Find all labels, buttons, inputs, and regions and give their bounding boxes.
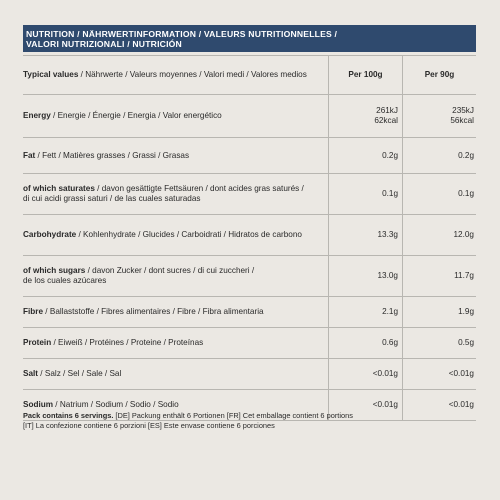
table-row: Carbohydrate / Kohlenhydrate / Glucides …	[23, 215, 476, 256]
nutrient-translations: / Natrium / Sodium / Sodio / Sodio	[53, 400, 179, 409]
table-row: Energy / Energie / Énergie / Energia / V…	[23, 95, 476, 138]
value-per-100g: <0.01g	[328, 359, 402, 389]
nutrient-name: Salt	[23, 369, 39, 378]
per-100g-header: Per 100g	[328, 56, 402, 94]
nutrient-name: Sodium	[23, 400, 54, 409]
nutrient-name: Fat	[23, 150, 36, 160]
table-row: Sodium / Natrium / Sodium / Sodio / Sodi…	[23, 390, 476, 421]
table-row: Salt / Salz / Sel / Sale / Sal <0.01g <0…	[23, 359, 476, 390]
value-per-90g-kj: 235kJ	[452, 106, 474, 115]
table-row: Fat / Fett / Matières grasses / Grassi /…	[23, 138, 476, 174]
value-per-90g: <0.01g	[402, 359, 476, 389]
servings-statement: Pack contains 6 servings.	[23, 411, 114, 420]
nutrient-translations: / davon Zucker / dont sucres / di cui zu…	[85, 266, 255, 275]
value-per-100g: 0.2g	[328, 138, 402, 173]
value-per-90g: 1.9g	[402, 297, 476, 327]
table-row: Fibre / Ballaststoffe / Fibres alimentai…	[23, 297, 476, 328]
value-per-90g: 0.2g	[402, 138, 476, 173]
table-header-row: Typical values / Nährwerte / Valeurs moy…	[23, 56, 476, 95]
nutrient-translations-line2: de los cuales azúcares	[23, 276, 107, 285]
typical-values-translations: / Nährwerte / Valeurs moyennes / Valori …	[78, 70, 307, 79]
nutrient-translations: / Kohlenhydrate / Glucides / Carboidrati…	[76, 230, 302, 239]
table-row: of which sugars / davon Zucker / dont su…	[23, 256, 476, 297]
value-per-100g: 13.0g	[328, 256, 402, 296]
value-per-90g: 0.1g	[402, 174, 476, 214]
column-label-cell: Typical values / Nährwerte / Valeurs moy…	[23, 56, 328, 94]
nutrient-name: Fibre	[23, 307, 44, 316]
value-per-90g: 11.7g	[402, 256, 476, 296]
value-per-100g-kcal: 62kcal	[374, 116, 398, 125]
value-per-90g: <0.01g	[402, 390, 476, 420]
value-per-100g: 0.6g	[328, 328, 402, 358]
servings-footnote: Pack contains 6 servings. [DE] Packung e…	[23, 411, 476, 431]
nutrient-translations: / Salz / Sel / Sale / Sal	[38, 369, 122, 378]
nutrient-name: Carbohydrate	[23, 230, 77, 239]
servings-translations: [DE] Packung enthält 6 Portionen [FR] Ce…	[113, 411, 353, 420]
per-90g-header: Per 90g	[402, 56, 476, 94]
typical-values-label: Typical values	[23, 70, 79, 79]
value-per-90g: 12.0g	[402, 215, 476, 255]
table-row: of which saturates / davon gesättigte Fe…	[23, 174, 476, 215]
servings-translations-line2: [IT] La confezione contiene 6 porzioni […	[23, 421, 275, 430]
value-per-100g-kj: 261kJ	[376, 106, 398, 115]
header-title-bold: NUTRITION	[26, 29, 75, 39]
header-line-1: NUTRITION / NÄHRWERTINFORMATION / VALEUR…	[26, 29, 476, 39]
value-per-90g-kcal: 56kcal	[450, 116, 474, 125]
nutrient-name: of which sugars	[23, 266, 86, 275]
header-title-rest: / NÄHRWERTINFORMATION / VALEURS NUTRITIO…	[74, 29, 338, 39]
nutrient-translations: / davon gesättigte Fettsäuren / dont aci…	[94, 184, 304, 193]
value-per-100g: 2.1g	[328, 297, 402, 327]
nutrient-name: Protein	[23, 338, 52, 347]
value-per-100g: 0.1g	[328, 174, 402, 214]
value-per-90g: 0.5g	[402, 328, 476, 358]
nutrition-table: Typical values / Nährwerte / Valeurs moy…	[23, 55, 476, 421]
value-per-100g: <0.01g	[328, 390, 402, 420]
nutrient-name: Energy	[23, 111, 51, 120]
table-row: Protein / Eiweiß / Protéines / Proteine …	[23, 328, 476, 359]
value-per-100g: 13.3g	[328, 215, 402, 255]
nutrient-translations: / Fett / Matières grasses / Grassi / Gra…	[35, 150, 190, 160]
header-line-2: VALORI NUTRIZIONALI / NUTRICIÓN	[26, 39, 182, 49]
nutrient-translations: / Ballaststoffe / Fibres alimentaires / …	[43, 307, 264, 316]
nutrient-translations: / Energie / Énergie / Energia / Valor en…	[50, 111, 222, 120]
nutrient-name: of which saturates	[23, 184, 95, 193]
nutrition-header: NUTRITION / NÄHRWERTINFORMATION / VALEUR…	[23, 25, 476, 52]
nutrient-translations-line2: di cui acidi grassi saturi / de las cual…	[23, 194, 201, 203]
nutrient-translations: / Eiweiß / Protéines / Proteine / Proteí…	[51, 338, 204, 347]
